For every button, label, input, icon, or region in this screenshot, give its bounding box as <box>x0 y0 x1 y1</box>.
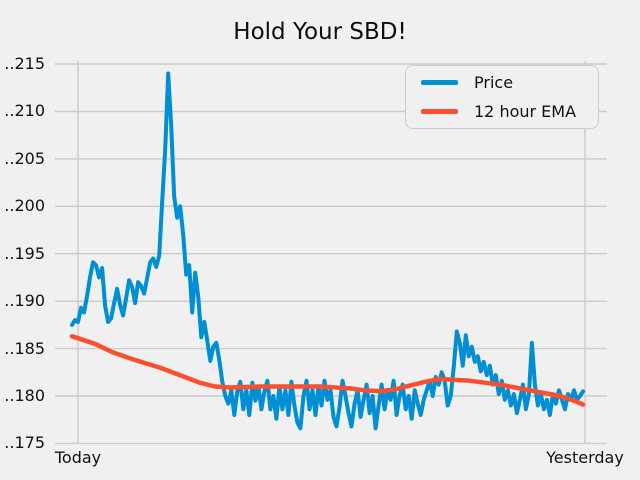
y-tick-label: ..195 <box>4 243 45 263</box>
price-line-swatch <box>421 80 458 85</box>
y-tick-label: ..190 <box>4 291 45 311</box>
y-tick-label: ..185 <box>4 338 45 358</box>
ema-line-swatch <box>421 109 458 114</box>
y-tick-label: ..205 <box>4 148 45 168</box>
chart-title: Hold Your SBD! <box>233 19 407 45</box>
x-tick-label: Yesterday <box>546 448 624 467</box>
y-tick-label: ..200 <box>4 196 45 216</box>
legend-label-price: Price <box>474 73 514 92</box>
y-tick-label: ..215 <box>4 54 45 74</box>
y-tick-label: ..180 <box>4 386 45 405</box>
y-tick-label: ..175 <box>4 433 45 453</box>
y-tick-label: ..210 <box>4 101 45 121</box>
x-tick-label: Today <box>54 448 102 467</box>
legend-item-price: Price <box>421 71 598 95</box>
legend: Price 12 hour EMA <box>405 65 599 129</box>
legend-item-ema: 12 hour EMA <box>421 100 598 124</box>
legend-label-ema: 12 hour EMA <box>474 102 577 121</box>
